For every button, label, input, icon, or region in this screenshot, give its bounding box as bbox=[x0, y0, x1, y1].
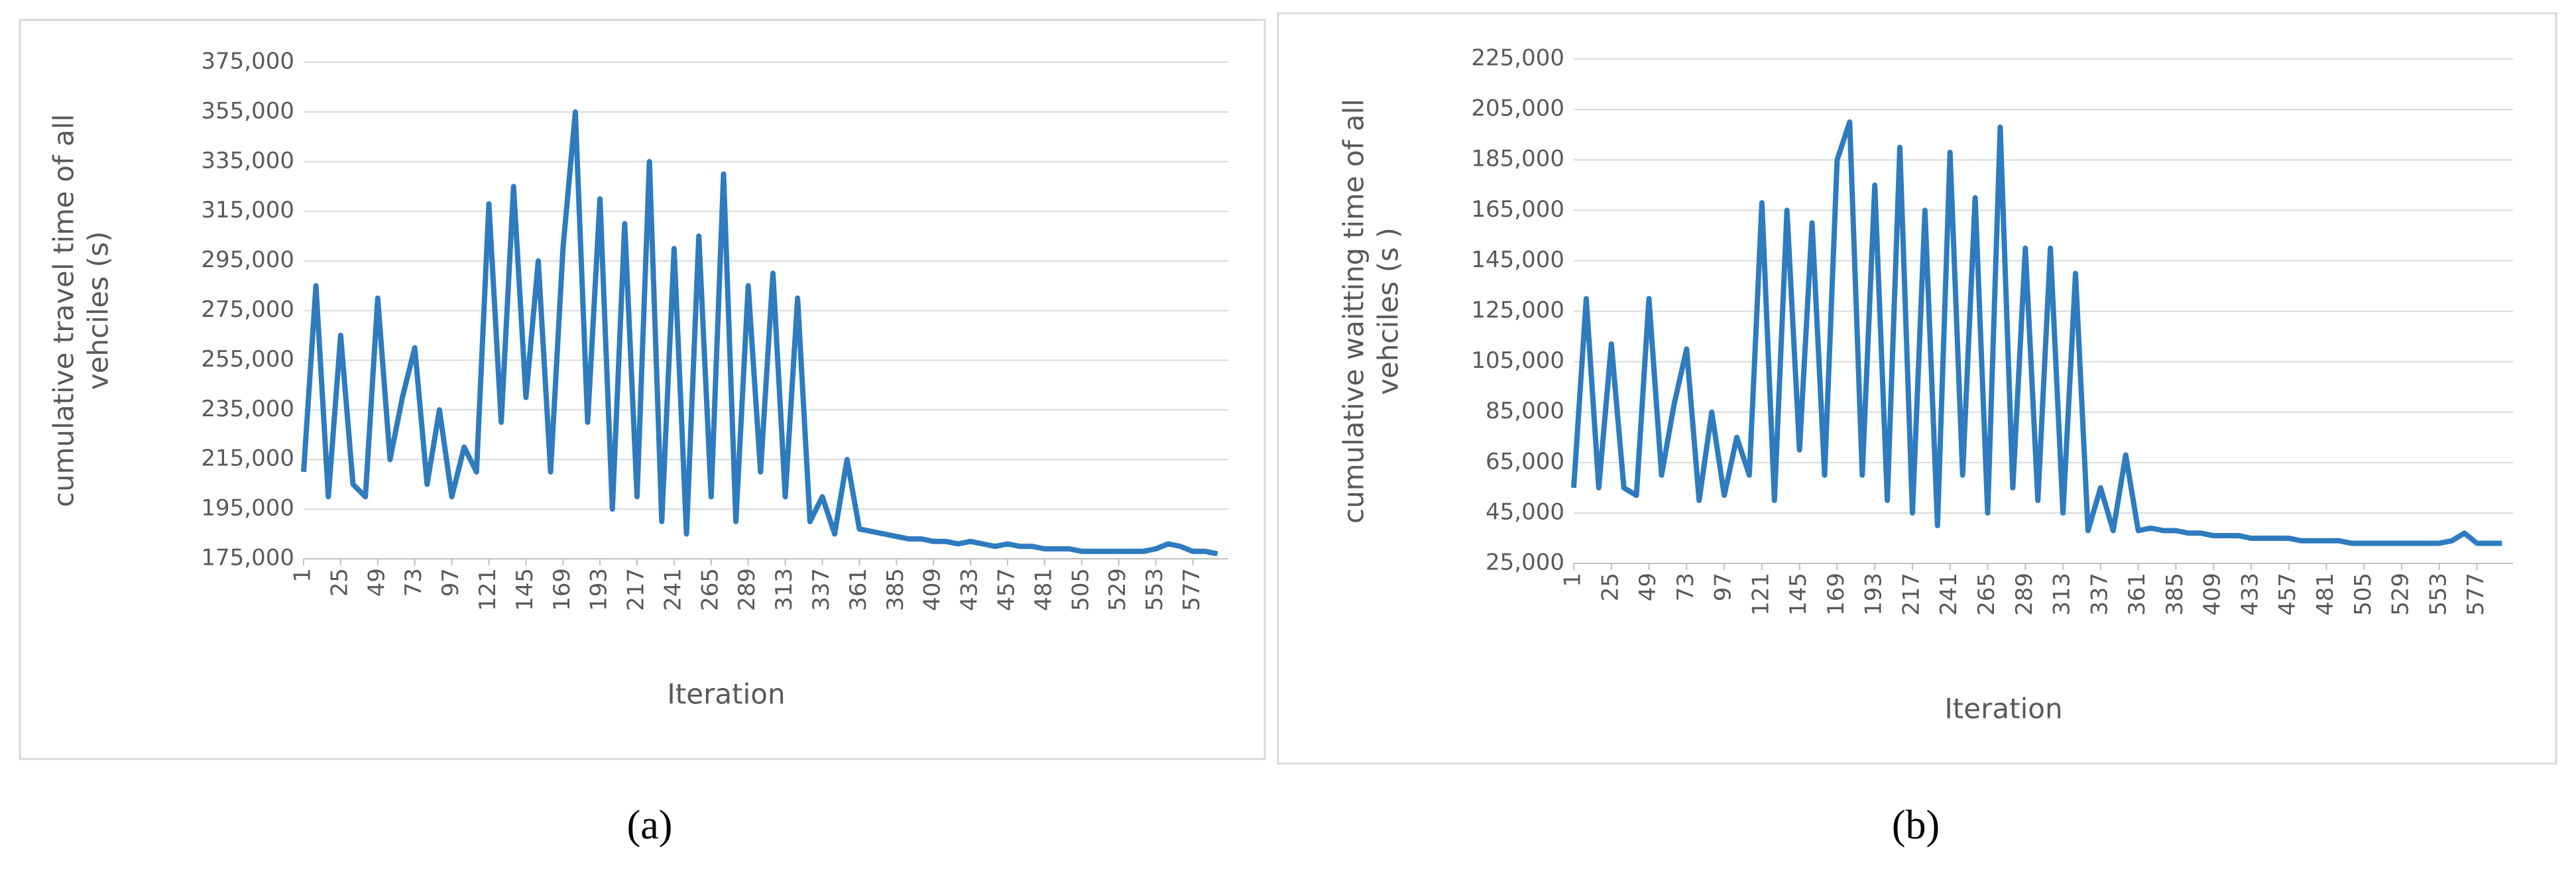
x-tick-label: 433 bbox=[2237, 573, 2263, 616]
x-tick-label: 553 bbox=[2425, 573, 2451, 616]
x-tick-label: 145 bbox=[1785, 573, 1812, 616]
y-axis-title: cumulative waitting time of all bbox=[1338, 99, 1370, 524]
y-tick-label: 185,000 bbox=[1471, 146, 1564, 172]
data-line bbox=[301, 109, 1218, 557]
y-tick-label: 205,000 bbox=[1471, 95, 1564, 122]
x-tick-label: 241 bbox=[660, 568, 686, 611]
y-axis-title: vehciles (s) bbox=[82, 231, 115, 390]
x-tick-label: 457 bbox=[2274, 573, 2301, 616]
x-tick-label: 289 bbox=[2011, 573, 2038, 616]
x-tick-label: 265 bbox=[697, 568, 723, 611]
y-tick-label: 235,000 bbox=[201, 396, 294, 422]
x-tick-label: 49 bbox=[1635, 573, 1661, 601]
caption: (b) bbox=[1892, 803, 1940, 848]
x-tick-label: 97 bbox=[1710, 573, 1737, 601]
x-tick-label: 193 bbox=[1861, 573, 1887, 616]
y-axis-title: cumulative travel time of all bbox=[48, 114, 80, 507]
x-tick-label: 217 bbox=[1898, 573, 1924, 616]
x-tick-label: 25 bbox=[1597, 573, 1623, 601]
y-tick-label: 295,000 bbox=[201, 247, 294, 273]
x-tick-label: 337 bbox=[808, 568, 835, 611]
x-tick-label: 553 bbox=[1142, 568, 1168, 611]
x-tick-label: 385 bbox=[2162, 573, 2188, 616]
y-tick-label: 315,000 bbox=[201, 197, 294, 223]
x-tick-label: 1 bbox=[1560, 573, 1586, 587]
x-tick-label: 337 bbox=[2086, 573, 2113, 616]
x-tick-label: 97 bbox=[438, 568, 464, 597]
x-tick-label: 145 bbox=[512, 568, 538, 611]
y-tick-label: 225,000 bbox=[1471, 45, 1564, 72]
y-tick-label: 105,000 bbox=[1471, 347, 1564, 374]
y-tick-label: 85,000 bbox=[1486, 398, 1564, 424]
x-tick-label: 577 bbox=[2463, 573, 2489, 616]
x-axis-title: Iteration bbox=[667, 678, 785, 711]
x-tick-label: 25 bbox=[326, 568, 353, 597]
y-axis-title: vehciles (s ) bbox=[1372, 227, 1405, 395]
x-tick-label: 457 bbox=[993, 568, 1020, 611]
x-tick-label: 505 bbox=[1067, 568, 1094, 611]
data-line bbox=[1571, 119, 2502, 546]
y-tick-label: 125,000 bbox=[1471, 297, 1564, 323]
x-tick-label: 433 bbox=[957, 568, 983, 611]
x-tick-label: 73 bbox=[400, 568, 427, 597]
y-tick-label: 255,000 bbox=[201, 346, 294, 373]
x-tick-label: 73 bbox=[1672, 573, 1699, 601]
x-tick-label: 313 bbox=[2049, 573, 2076, 616]
y-tick-label: 275,000 bbox=[201, 296, 294, 323]
x-tick-label: 289 bbox=[734, 568, 760, 611]
y-tick-label: 145,000 bbox=[1471, 247, 1564, 273]
y-tick-label: 355,000 bbox=[201, 97, 294, 124]
y-tick-label: 335,000 bbox=[201, 147, 294, 174]
x-tick-label: 577 bbox=[1179, 568, 1205, 611]
x-tick-label: 481 bbox=[2312, 573, 2339, 616]
x-tick-label: 193 bbox=[586, 568, 613, 611]
x-tick-label: 241 bbox=[1936, 573, 1962, 616]
x-tick-label: 529 bbox=[2388, 573, 2414, 616]
y-tick-label: 165,000 bbox=[1471, 196, 1564, 223]
x-tick-label: 529 bbox=[1104, 568, 1131, 611]
x-tick-label: 481 bbox=[1030, 568, 1057, 611]
x-axis-title: Iteration bbox=[1944, 693, 2062, 725]
x-tick-label: 385 bbox=[882, 568, 909, 611]
x-tick-label: 169 bbox=[1823, 573, 1849, 616]
x-tick-label: 1 bbox=[290, 568, 316, 583]
x-tick-label: 361 bbox=[845, 568, 872, 611]
x-tick-label: 313 bbox=[771, 568, 797, 611]
caption: (a) bbox=[627, 803, 673, 848]
x-tick-label: 217 bbox=[623, 568, 650, 611]
y-tick-label: 195,000 bbox=[201, 495, 294, 522]
x-tick-label: 505 bbox=[2350, 573, 2376, 616]
x-tick-label: 169 bbox=[549, 568, 575, 611]
x-tick-label: 121 bbox=[475, 568, 501, 611]
x-tick-label: 361 bbox=[2124, 573, 2150, 616]
x-tick-label: 121 bbox=[1747, 573, 1774, 616]
y-tick-label: 375,000 bbox=[201, 48, 294, 75]
x-tick-label: 265 bbox=[1973, 573, 2000, 616]
x-tick-label: 409 bbox=[919, 568, 946, 611]
y-tick-label: 65,000 bbox=[1486, 448, 1564, 475]
y-tick-label: 25,000 bbox=[1486, 550, 1564, 576]
x-tick-label: 49 bbox=[363, 568, 390, 597]
x-tick-label: 409 bbox=[2199, 573, 2226, 616]
y-tick-label: 215,000 bbox=[201, 445, 294, 472]
y-tick-label: 45,000 bbox=[1486, 498, 1564, 525]
y-tick-label: 175,000 bbox=[201, 545, 294, 571]
